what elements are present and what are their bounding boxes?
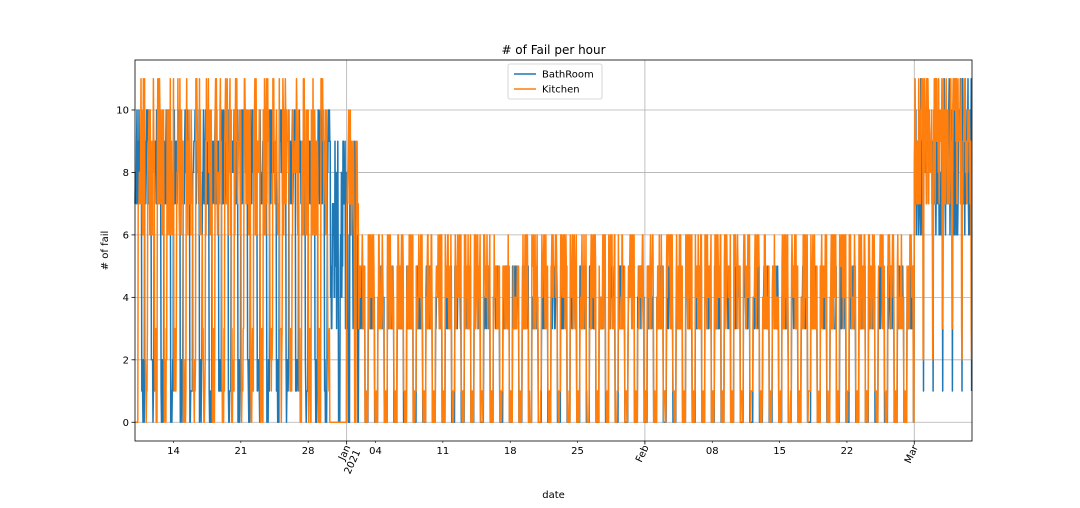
legend-label-kitchen: Kitchen [542, 85, 580, 96]
x-tick-label: 11 [436, 446, 449, 457]
x-axis-label: date [542, 490, 565, 501]
y-tick-label: 8 [123, 168, 129, 179]
legend: BathRoom Kitchen [507, 63, 603, 100]
y-tick-label: 10 [116, 105, 129, 116]
x-tick-label: 18 [504, 446, 517, 457]
legend-label-bathroom: BathRoom [542, 70, 594, 81]
y-tick-label: 0 [123, 418, 129, 429]
x-tick-label: 28 [302, 446, 315, 457]
y-tick-label: 4 [123, 293, 129, 304]
x-tick-label: 21 [234, 446, 247, 457]
y-tick-label: 2 [123, 355, 129, 366]
x-tick-label: 15 [773, 446, 786, 457]
series-line-kitchen [134, 77, 973, 424]
x-tick-label: 22 [841, 446, 854, 457]
series-lines [134, 77, 973, 424]
y-axis-label: # of fail [100, 231, 111, 271]
x-tick-label: 14 [167, 446, 180, 457]
x-tick-label: 25 [571, 446, 584, 457]
plot-frame [134, 59, 973, 442]
y-tick-label: 6 [123, 230, 129, 241]
chart-title: # of Fail per hour [501, 43, 605, 57]
x-tick-label: 04 [369, 446, 382, 457]
x-tick-label: 08 [706, 446, 719, 457]
legend-box [507, 63, 603, 100]
